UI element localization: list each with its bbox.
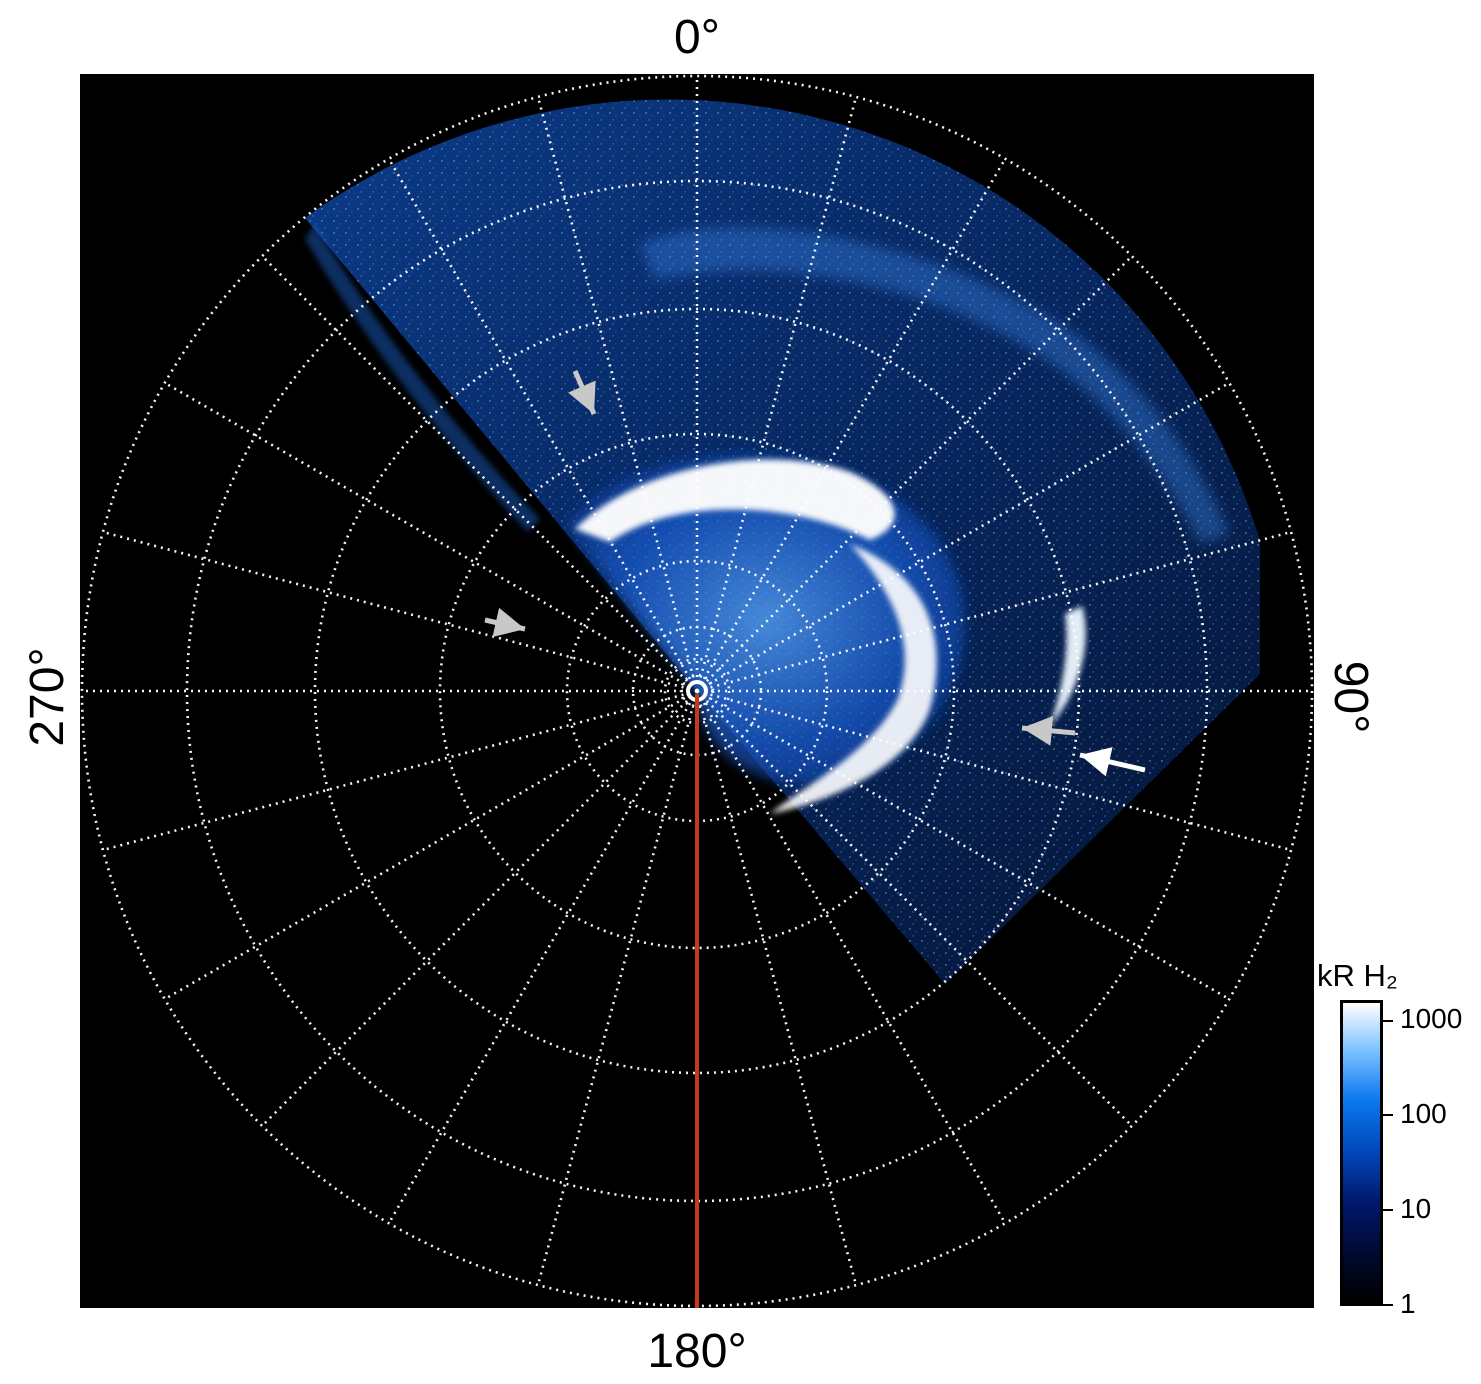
main-oval-bright-right <box>770 544 937 814</box>
gray-arrow-right <box>1021 715 1076 746</box>
colorbar-label-10: 10 <box>1400 1193 1432 1224</box>
aurora-image-layer <box>305 99 1260 984</box>
colorbar-tick-1 <box>1383 1304 1393 1306</box>
gray-arrow-upper <box>568 369 597 416</box>
colorbar-tick-1000 <box>1383 1020 1393 1022</box>
white-arrow-right <box>1079 747 1146 777</box>
label-0-degrees: 0° <box>674 11 720 64</box>
label-270-degrees: 270° <box>21 647 74 747</box>
colorbar-label-1000: 1000 <box>1400 1003 1463 1034</box>
annotation-arrows <box>484 369 1146 777</box>
colorbar-tick-100 <box>1383 1114 1393 1116</box>
label-180-degrees: 180° <box>647 1325 747 1378</box>
main-oval-bright-upper <box>575 459 895 542</box>
polar-projection-svg <box>80 74 1314 1308</box>
colorbar-tick-10 <box>1383 1209 1393 1211</box>
colorbar-title: kR H₂ <box>1317 958 1398 993</box>
low-lat-streaks <box>305 224 540 532</box>
colorbar-label-1: 1 <box>1400 1288 1416 1319</box>
polar-grid <box>80 74 1314 1308</box>
colorbar-legend: kR H₂ 1000 100 10 1 <box>1312 958 1472 1318</box>
polar-projection-panel <box>80 74 1314 1308</box>
dim-outer-band <box>640 227 1230 544</box>
label-90-degrees: 90° <box>1324 660 1377 734</box>
colorbar-label-100: 100 <box>1400 1098 1447 1129</box>
colorbar-gradient <box>1340 1000 1383 1306</box>
secondary-arc <box>1050 606 1086 726</box>
gray-arrow-left <box>484 607 526 638</box>
